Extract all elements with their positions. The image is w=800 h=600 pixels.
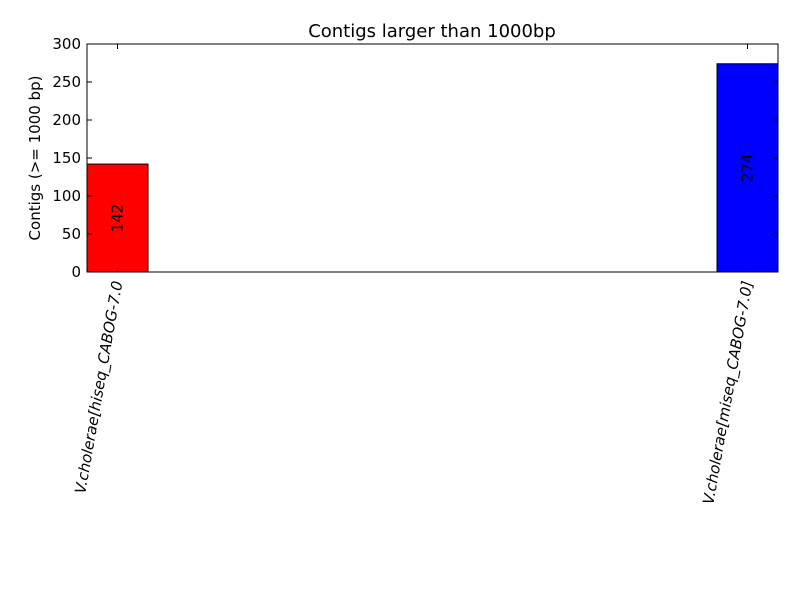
bars: 142 274	[86, 63, 779, 273]
y-tick-label: 300	[52, 35, 81, 53]
x-category-label: V.cholerae[hiseq_CABOG-7.0	[71, 280, 127, 496]
bar	[86, 163, 149, 273]
bar	[716, 63, 779, 273]
bar-value-label: 142	[109, 204, 127, 233]
y-tick-label: 0	[71, 263, 81, 281]
y-tick-label: 100	[52, 187, 81, 205]
y-tick-label: 250	[52, 73, 81, 91]
y-axis-ticks: 0 50 100 150 200 250 300	[52, 35, 778, 281]
chart-title: Contigs larger than 1000bp	[308, 21, 556, 42]
y-tick-label: 50	[62, 225, 81, 243]
plot-area: 142 274 0 50 100 150 200 250 300 V.cholerae[his…	[52, 35, 779, 506]
y-tick-label: 150	[52, 149, 81, 167]
plot-frame	[86, 43, 779, 273]
x-axis-labels: V.cholerae[hiseq_CABOG-7.0 V.cholerae[mis…	[71, 279, 757, 505]
bar-value-label: 274	[739, 154, 757, 183]
x-category-label: V.cholerae[miseq_CABOG-7.0]	[699, 279, 757, 505]
y-axis-label: Contigs (>= 1000 bp)	[26, 76, 44, 241]
y-tick-label: 200	[52, 111, 81, 129]
